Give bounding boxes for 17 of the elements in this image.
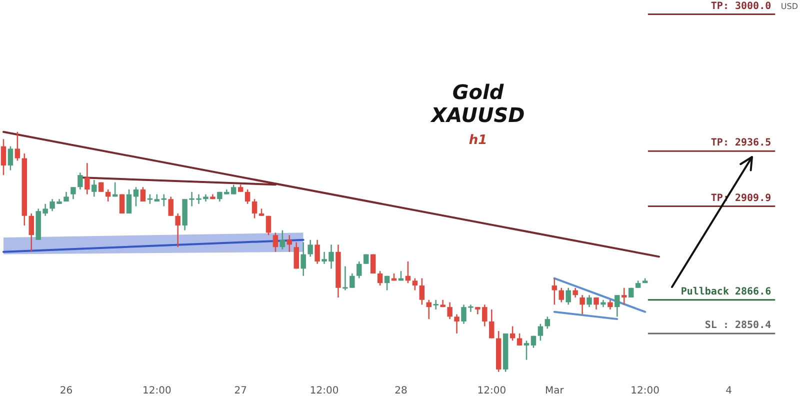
chart-subtitle: XAUUSD <box>430 103 526 127</box>
annotation: Pullback 2866.6 <box>680 286 772 298</box>
x-tick-label: 12:00 <box>477 386 506 397</box>
x-tick-label: 12:00 <box>630 386 660 397</box>
text: USD <box>780 2 798 11</box>
annotation: TP: 2936.5 <box>710 138 772 149</box>
x-tick-label: 26 <box>60 386 73 397</box>
x-tick-label: 27 <box>234 386 247 397</box>
text: TP: 3000.0 <box>710 0 772 12</box>
annotation: h1 <box>468 133 488 148</box>
x-tick-label: 28 <box>394 386 408 397</box>
x-tick-label: 12:00 <box>310 386 339 397</box>
x-tick-label: 4 <box>726 386 732 397</box>
x-tick-label: Mar <box>544 386 565 397</box>
annotation: SL : 2850.4 <box>704 320 772 332</box>
chart-title: Gold <box>451 80 505 104</box>
x-tick-label: 12:00 <box>142 386 172 397</box>
